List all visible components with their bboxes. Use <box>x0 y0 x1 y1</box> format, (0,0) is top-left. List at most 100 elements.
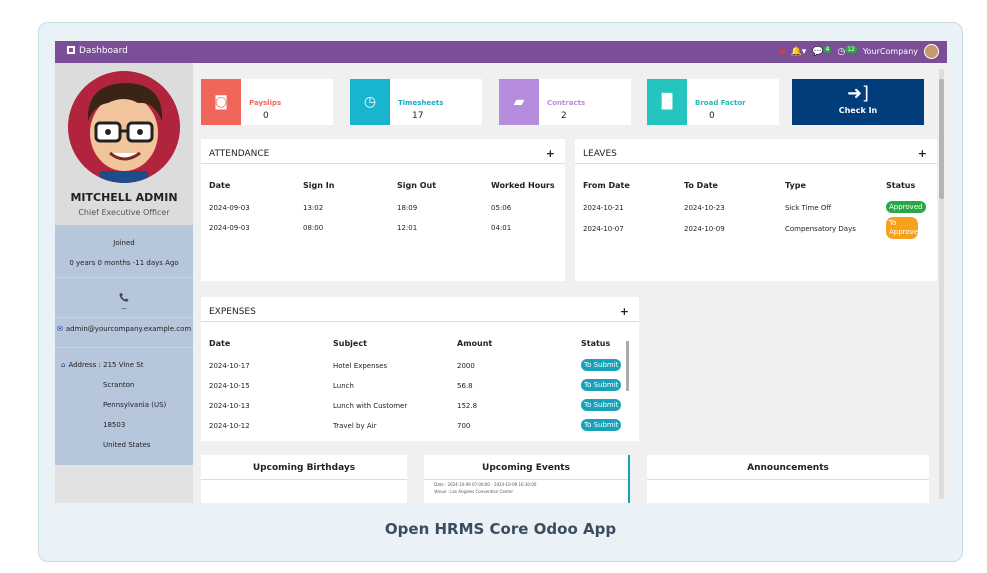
column-header: Worked Hours <box>491 181 555 190</box>
table-cell: 2024-10-12 <box>209 422 250 430</box>
phone-value: -- <box>121 305 127 313</box>
app-title[interactable]: Dashboard <box>67 46 128 56</box>
table-cell: 18:09 <box>397 204 418 212</box>
avatar-illustration <box>68 71 180 183</box>
table-cell: 12:01 <box>397 224 418 232</box>
phone-icon: 📞 <box>119 293 129 302</box>
activity-clock-icon[interactable]: ◷ 12 <box>837 46 857 57</box>
joined-value: 0 years 0 months -11 days Ago <box>69 259 179 267</box>
panel-title: LEAVES <box>583 149 617 159</box>
stat-label: Timesheets <box>398 99 444 107</box>
column-header: From Date <box>583 181 630 190</box>
app-title-label: Dashboard <box>79 46 128 56</box>
table-cell: 2024-10-09 <box>684 225 725 233</box>
address-line: Scranton <box>103 381 135 389</box>
stat-value: 17 <box>412 111 424 121</box>
table-cell: Hotel Expenses <box>333 362 388 370</box>
profile-header: MITCHELL ADMIN Chief Executive Officer <box>55 63 193 225</box>
apps-grid-icon[interactable] <box>67 46 75 54</box>
bell-icon[interactable]: 🔔▾ <box>790 46 807 57</box>
stat-value: 2 <box>561 111 567 121</box>
joined-label: Joined <box>113 239 135 247</box>
column-header: Sign In <box>303 181 335 190</box>
company-switcher[interactable]: YourCompany <box>862 47 918 56</box>
add-attendance-plus-icon[interactable]: + <box>545 147 555 160</box>
showcase-frame: Dashboard 🔔▾ 💬 4 ◷ 12 YourCompany <box>38 22 963 562</box>
stat-value: 0 <box>709 111 715 121</box>
divider <box>55 347 193 348</box>
panel-title: ATTENDANCE <box>209 149 270 159</box>
address-row: ⌂ Address : 215 Vine St <box>61 361 143 369</box>
panel-title: Announcements <box>747 463 829 473</box>
add-leave-plus-icon[interactable]: + <box>917 147 927 160</box>
column-header: Amount <box>457 339 493 348</box>
expenses-panel: EXPENSES + Date Subject Amount Status 20… <box>201 297 639 441</box>
panel-title: EXPENSES <box>209 307 256 317</box>
envelope-icon: ✉ <box>57 325 63 333</box>
status-badge: To Submit <box>581 399 622 411</box>
app-screenshot: Dashboard 🔔▾ 💬 4 ◷ 12 YourCompany <box>55 41 947 503</box>
column-header: To Date <box>684 181 718 190</box>
navbar-right: 🔔▾ 💬 4 ◷ 12 YourCompany <box>779 44 939 59</box>
column-header: Subject <box>333 339 367 348</box>
birthdays-panel: Upcoming Birthdays <box>201 455 407 503</box>
address-line: United States <box>103 441 151 449</box>
address-label: Address : 215 Vine St <box>68 361 144 369</box>
stat-card-contracts[interactable]: ▰ Contracts 2 <box>499 79 631 125</box>
money-icon: ◙ <box>201 79 241 125</box>
stat-card-broad-factor[interactable]: ▐▌ Broad Factor 0 <box>647 79 779 125</box>
table-cell: 2024-09-03 <box>209 224 250 232</box>
dashboard-main: ◙ Payslips 0 ◷ Timesheets 17 ▰ Contracts… <box>195 63 937 503</box>
table-cell: 13:02 <box>303 204 324 212</box>
event-venue: Venue : Los Angeles Convention Center <box>434 489 514 494</box>
announcements-panel: Announcements <box>647 455 929 503</box>
table-cell: 2024-10-23 <box>684 204 725 212</box>
profile-avatar <box>68 71 180 183</box>
column-header: Date <box>209 339 231 348</box>
top-navbar: Dashboard 🔔▾ 💬 4 ◷ 12 YourCompany <box>55 41 947 63</box>
stat-label: Contracts <box>547 99 586 107</box>
attendance-panel: ATTENDANCE + Date Sign In Sign Out Worke… <box>201 139 565 281</box>
table-cell: 700 <box>457 422 471 430</box>
check-in-button[interactable]: ➜] Check In <box>792 79 924 125</box>
chat-icon[interactable]: 💬 4 <box>812 46 832 57</box>
address-line: 18503 <box>103 421 126 429</box>
table-cell: 2024-09-03 <box>209 204 250 212</box>
email-row: ✉ admin@yourcompany.example.com <box>57 325 191 333</box>
sign-in-arrow-icon: ➜] <box>846 83 870 104</box>
divider <box>55 277 193 278</box>
divider <box>201 479 407 480</box>
events-panel: Upcoming Events Date : 2024-10-09 07:00:… <box>424 455 630 503</box>
email-value[interactable]: admin@yourcompany.example.com <box>65 325 192 333</box>
add-expense-plus-icon[interactable]: + <box>619 305 629 318</box>
table-cell: 04:01 <box>491 224 512 232</box>
column-header: Type <box>785 181 806 190</box>
home-icon: ⌂ <box>61 361 66 369</box>
column-header: Status <box>886 181 916 190</box>
status-badge: To Submit <box>581 359 622 371</box>
caption: Open HRMS Core Odoo App <box>384 520 617 538</box>
stat-card-timesheets[interactable]: ◷ Timesheets 17 <box>350 79 482 125</box>
user-avatar[interactable] <box>924 44 939 59</box>
divider <box>424 479 628 480</box>
table-cell: Lunch <box>333 382 354 390</box>
table-cell: 08:00 <box>303 224 324 232</box>
table-cell: 2024-10-17 <box>209 362 250 370</box>
chart-icon: ▐▌ <box>647 79 687 125</box>
event-date: Date : 2024-10-09 07:00:00 - 2024-10-09 … <box>434 482 537 487</box>
column-header: Sign Out <box>397 181 437 190</box>
status-badge: To Approve <box>886 217 918 239</box>
divider <box>55 317 193 318</box>
panel-title: Upcoming Events <box>482 463 570 473</box>
scrollbar-thumb[interactable] <box>939 79 944 199</box>
profile-sidebar: MITCHELL ADMIN Chief Executive Officer J… <box>55 63 193 503</box>
divider <box>647 479 929 480</box>
table-cell: Sick Time Off <box>785 204 832 212</box>
expenses-scrollbar[interactable] <box>626 341 629 391</box>
table-cell: Compensatory Days <box>785 225 856 233</box>
page-scrollbar[interactable] <box>939 69 944 499</box>
stat-card-payslips[interactable]: ◙ Payslips 0 <box>201 79 333 125</box>
clock-icon: ◷ <box>350 79 390 125</box>
table-cell: Travel by Air <box>333 422 377 430</box>
status-dot-icon <box>779 49 785 54</box>
